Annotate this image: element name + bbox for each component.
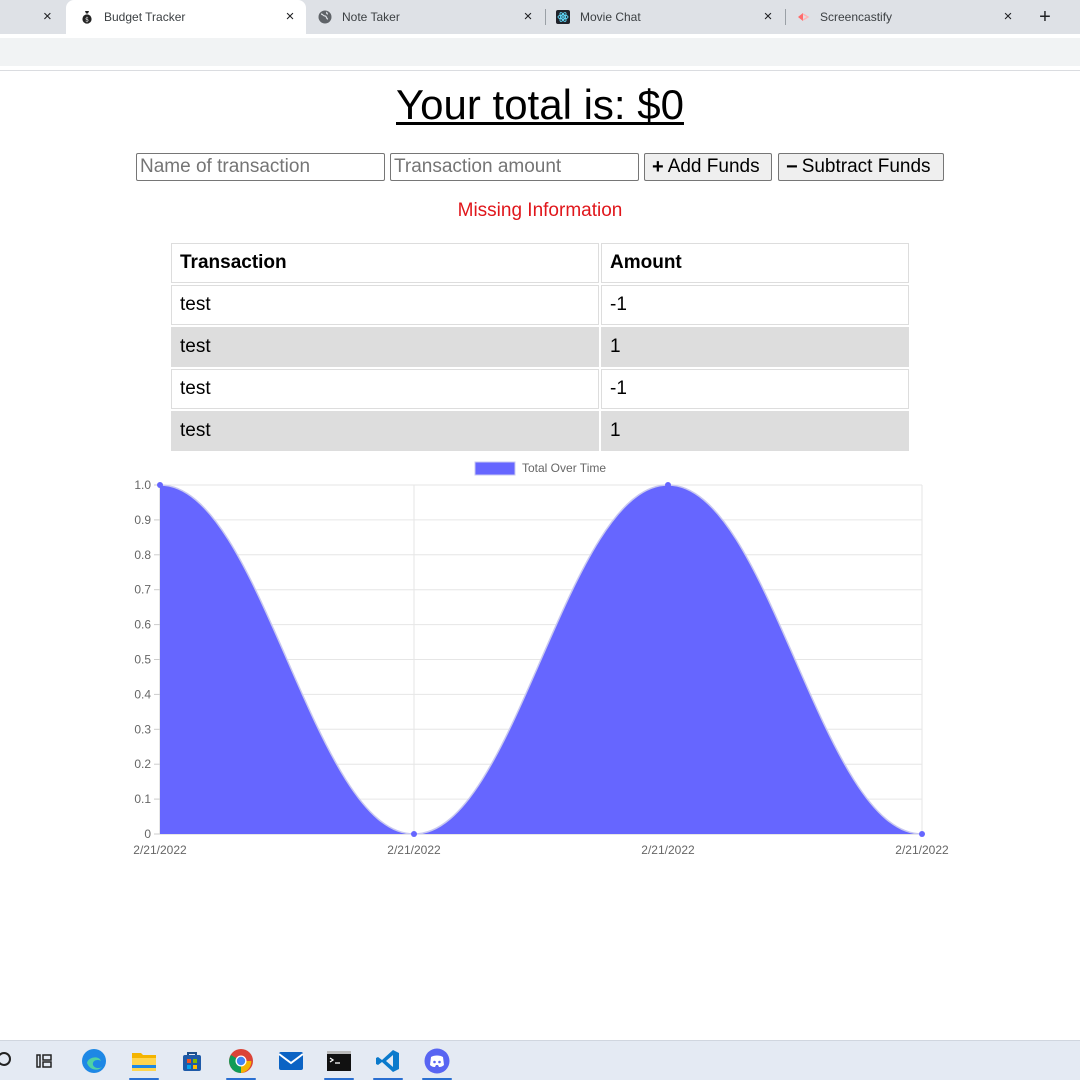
- tab-movie-chat[interactable]: Movie Chat ×: [546, 0, 784, 34]
- running-indicator: [373, 1078, 403, 1080]
- browser-toolbar: [0, 34, 1080, 70]
- transaction-name-cell: test: [171, 369, 599, 409]
- transaction-amount-input[interactable]: [390, 153, 639, 181]
- transaction-name-cell: test: [171, 411, 599, 451]
- transaction-name-input[interactable]: [136, 153, 385, 181]
- running-indicator: [324, 1078, 354, 1080]
- transaction-name-cell: test: [171, 327, 599, 367]
- transaction-amount-cell: -1: [601, 285, 909, 325]
- mail-icon[interactable]: [277, 1047, 305, 1075]
- transaction-amount-cell: -1: [601, 369, 909, 409]
- plus-icon: +: [652, 155, 664, 178]
- tab-strip: × $ Budget Tracker × Note Taker × Movie …: [0, 0, 1080, 34]
- subtract-funds-label: Subtract Funds: [801, 156, 931, 177]
- tab-budget-tracker[interactable]: $ Budget Tracker ×: [66, 0, 306, 34]
- screencastify-icon: [798, 13, 810, 21]
- tab-title: Movie Chat: [580, 10, 641, 24]
- file-explorer-icon[interactable]: [130, 1047, 158, 1075]
- running-indicator: [226, 1078, 256, 1080]
- minus-icon: −: [786, 155, 798, 178]
- tab-screencastify[interactable]: Screencastify ×: [786, 0, 1024, 34]
- header-amount: Amount: [601, 243, 909, 283]
- transaction-amount-cell: 1: [601, 327, 909, 367]
- table-row: test -1: [171, 285, 909, 325]
- svg-text:$: $: [85, 17, 89, 24]
- tab-separator: [545, 9, 546, 25]
- error-message: Missing Information: [457, 200, 623, 221]
- windows-taskbar: [0, 1040, 1080, 1080]
- total-heading: Your total is: $0: [396, 81, 684, 128]
- add-funds-label: Add Funds: [667, 156, 760, 177]
- tab-title: Screencastify: [820, 10, 893, 24]
- close-icon[interactable]: ×: [285, 8, 295, 25]
- header-transaction: Transaction: [171, 243, 599, 283]
- money-bag-icon: $: [82, 11, 92, 24]
- terminal-icon[interactable]: [325, 1047, 353, 1075]
- close-icon[interactable]: ×: [1003, 8, 1013, 25]
- store-icon[interactable]: [178, 1047, 206, 1075]
- chrome-icon[interactable]: [227, 1047, 255, 1075]
- table-header-row: Transaction Amount: [171, 243, 909, 283]
- previous-tab-close-icon[interactable]: ×: [43, 8, 52, 25]
- edge-icon[interactable]: [80, 1047, 108, 1075]
- add-funds-button[interactable]: + Add Funds: [644, 153, 772, 181]
- transactions-table: Transaction Amount test -1 test 1 test -…: [169, 241, 911, 453]
- budget-tracker-page: Your total is: $0 + Add Funds − Subtract…: [0, 71, 1080, 1040]
- bookmarks-bar: [0, 38, 1080, 66]
- vscode-icon[interactable]: [374, 1047, 402, 1075]
- react-icon: [556, 10, 570, 24]
- tab-separator: [785, 9, 786, 25]
- running-indicator: [422, 1078, 452, 1080]
- table-row: test 1: [171, 327, 909, 367]
- search-icon[interactable]: [0, 1047, 20, 1075]
- transaction-name-cell: test: [171, 285, 599, 325]
- running-indicator: [129, 1078, 159, 1080]
- close-icon[interactable]: ×: [523, 8, 533, 25]
- discord-icon[interactable]: [423, 1047, 451, 1075]
- globe-icon: [318, 10, 332, 24]
- subtract-funds-button[interactable]: − Subtract Funds: [778, 153, 944, 181]
- transaction-amount-cell: 1: [601, 411, 909, 451]
- toolbar-divider: [0, 70, 1080, 71]
- tab-title: Budget Tracker: [104, 10, 186, 24]
- table-row: test -1: [171, 369, 909, 409]
- tab-title: Note Taker: [342, 10, 400, 24]
- tab-note-taker[interactable]: Note Taker ×: [308, 0, 544, 34]
- table-row: test 1: [171, 411, 909, 451]
- new-tab-button[interactable]: +: [1039, 6, 1051, 28]
- task-view-icon[interactable]: [30, 1047, 58, 1075]
- close-icon[interactable]: ×: [763, 8, 773, 25]
- transaction-form: + Add Funds − Subtract Funds: [136, 153, 956, 181]
